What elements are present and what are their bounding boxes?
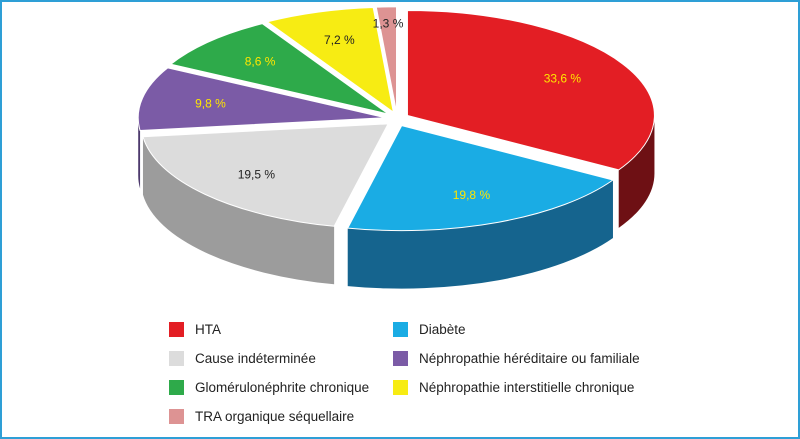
slice-cause-indeterminee [142,123,389,227]
slice-tra-organique-sequellaire [375,6,398,112]
pie-tops [137,6,655,232]
slice-side-diabete [347,180,613,289]
slice-diabete [346,125,615,232]
slice-side-nephropathie-hereditaire-ou-familiale [138,117,141,189]
pie-labels: 33,6 % 19,8 % 19,5 % 9,8 % 8,6 % 7,2 % 1,3 % [195,17,581,202]
slice-nephropathie-interstitielle-chronique [266,6,395,114]
data-label-glomerulonephrite-chronique: 8,6 % [245,55,276,69]
slice-side-cause-indeterminee [142,136,335,285]
data-label-cause-indeterminee: 19,5 % [238,168,276,182]
slice-nephropathie-hereditaire-ou-familiale [137,67,386,132]
data-label-nephropathie-interstitielle-chronique: 7,2 % [324,33,355,47]
slice-hta [406,9,655,171]
data-label-nephropathie-hereditaire-ou-familiale: 9,8 % [195,97,226,111]
data-label-tra-organique-sequellaire: 1,3 % [373,17,404,31]
slice-glomerulonephrite-chronique [169,23,389,115]
data-label-diabete: 19,8 % [453,188,491,202]
data-label-hta: 33,6 % [544,71,582,85]
